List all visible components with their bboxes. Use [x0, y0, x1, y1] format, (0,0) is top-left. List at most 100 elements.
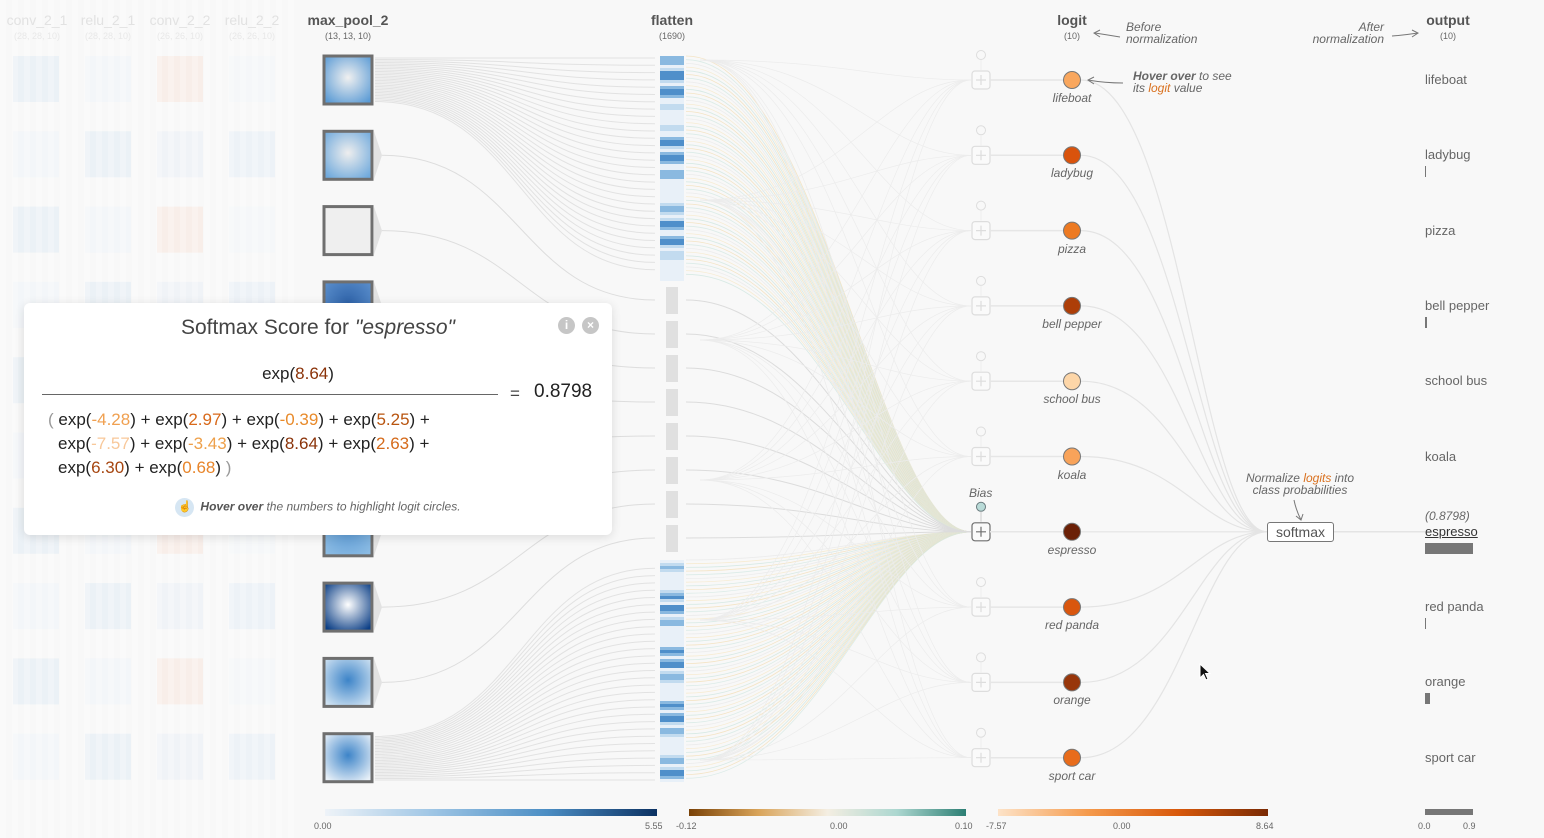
flatten-top-strip[interactable] [660, 56, 684, 281]
faded-feature-map[interactable] [13, 131, 59, 178]
faded-feature-map[interactable] [229, 56, 275, 102]
flatten-collapsed-block[interactable] [666, 355, 678, 382]
logit-value-hover[interactable]: 8.64 [284, 434, 318, 453]
mouse-cursor-icon [1199, 663, 1212, 681]
layer-header-relu-2-2[interactable]: relu_2_2 (26, 26, 10) [225, 12, 280, 41]
max-pool-feature-map[interactable] [322, 205, 374, 257]
faded-feature-map[interactable] [13, 206, 59, 253]
output-label[interactable]: ladybug [1425, 147, 1471, 163]
faded-feature-map[interactable] [157, 131, 203, 178]
output-label[interactable]: school bus [1425, 373, 1488, 389]
logit-value-hover[interactable]: 5.25 [376, 410, 410, 429]
logit-value-hover[interactable]: -0.39 [279, 410, 319, 429]
logit-circle-lifeboat[interactable] [1063, 71, 1081, 89]
legend-logit-max: 8.64 [1256, 821, 1274, 831]
flatten-collapsed-block[interactable] [666, 457, 678, 484]
layer-header-relu-2-1[interactable]: relu_2_1 (28, 28, 10) [81, 12, 136, 41]
bias-node[interactable] [976, 351, 986, 362]
info-icon[interactable]: i [558, 317, 575, 334]
logit-circle-orange[interactable] [1063, 673, 1081, 692]
flatten-collapsed-block[interactable] [666, 389, 678, 416]
output-label[interactable]: red panda [1425, 599, 1484, 615]
output-label[interactable]: bell pepper [1425, 297, 1490, 313]
faded-feature-map[interactable] [13, 56, 59, 102]
bias-node[interactable] [976, 426, 986, 437]
logit-circle-school-bus[interactable] [1063, 372, 1081, 391]
flatten-collapsed-block[interactable] [666, 423, 678, 450]
logit-circle-pizza[interactable] [1063, 221, 1081, 240]
faded-feature-map[interactable] [85, 658, 131, 705]
layer-header-conv-2-1[interactable]: conv_2_1 (28, 28, 10) [7, 12, 68, 41]
flatten-collapsed-block[interactable] [666, 525, 678, 552]
logit-circle-red-panda[interactable] [1063, 598, 1081, 617]
bias-node[interactable] [976, 727, 986, 738]
logit-circle-bell-pepper[interactable] [1063, 296, 1081, 315]
max-pool-feature-map[interactable] [322, 129, 374, 181]
logit-circle-sport-car[interactable] [1063, 748, 1081, 767]
layer-header-conv-2-2[interactable]: conv_2_2 (26, 26, 10) [150, 12, 211, 41]
exp-term: exp(-4.28) [58, 410, 136, 429]
flatten-bottom-strip[interactable] [660, 560, 684, 782]
output-label[interactable]: koala [1425, 448, 1457, 464]
max-pool-feature-map[interactable] [322, 581, 374, 633]
output-label[interactable]: sport car [1425, 749, 1476, 765]
logit-value-hover[interactable]: 2.97 [188, 410, 222, 429]
bias-node[interactable] [976, 501, 986, 512]
max-pool-feature-map[interactable] [322, 656, 374, 708]
faded-feature-map[interactable] [157, 56, 203, 102]
flatten-collapsed-block[interactable] [666, 321, 678, 348]
logit-value-hover[interactable]: -7.57 [91, 434, 130, 453]
faded-feature-map[interactable] [157, 658, 203, 705]
faded-feature-map[interactable] [13, 658, 59, 705]
numerator-value[interactable]: 8.64 [295, 364, 329, 383]
faded-feature-map[interactable] [157, 733, 203, 780]
flatten-collapsed-block[interactable] [666, 491, 678, 518]
legend-weights-mid: 0.00 [830, 821, 848, 831]
logit-value-hover[interactable]: 0.68 [182, 458, 216, 477]
faded-feature-map[interactable] [85, 583, 131, 630]
faded-feature-map[interactable] [85, 131, 131, 178]
bias-node[interactable] [976, 200, 986, 211]
annotation-after-normalization: After normalization [1312, 20, 1384, 46]
fraction-line [42, 394, 498, 395]
faded-feature-map[interactable] [229, 733, 275, 780]
softmax-node[interactable]: softmax [1267, 522, 1334, 542]
annotation-before-normalization: Before normalization [1126, 20, 1198, 46]
flatten-collapsed-block[interactable] [666, 287, 678, 314]
faded-feature-map[interactable] [85, 206, 131, 253]
faded-feature-map[interactable] [229, 206, 275, 253]
faded-feature-map[interactable] [229, 658, 275, 705]
output-label[interactable]: orange [1425, 674, 1466, 690]
layer-header-max-pool-2[interactable]: max_pool_2 (13, 13, 10) [308, 12, 389, 41]
layer-header-logit[interactable]: logit (10) [1057, 12, 1087, 41]
bias-node[interactable] [976, 652, 986, 663]
bias-node[interactable] [976, 50, 986, 60]
faded-feature-map[interactable] [13, 733, 59, 780]
logit-value-hover[interactable]: 6.30 [91, 458, 125, 477]
layer-header-output[interactable]: output (10) [1426, 12, 1470, 41]
output-label[interactable]: pizza [1425, 222, 1456, 238]
bias-node[interactable] [976, 275, 986, 286]
max-pool-feature-map[interactable] [322, 54, 374, 106]
faded-feature-map[interactable] [157, 206, 203, 253]
close-icon[interactable]: × [582, 317, 599, 334]
logit-circle-koala[interactable] [1063, 447, 1081, 466]
faded-feature-map[interactable] [229, 131, 275, 178]
logit-value-hover[interactable]: -3.43 [187, 434, 227, 453]
output-label[interactable]: lifeboat [1425, 72, 1467, 87]
bias-node[interactable] [976, 577, 986, 588]
logit-circle-espresso[interactable] [1063, 522, 1081, 541]
logit-value-hover[interactable]: 2.63 [376, 434, 410, 453]
faded-feature-map[interactable] [85, 733, 131, 780]
faded-feature-map[interactable] [229, 583, 275, 630]
faded-feature-map[interactable] [85, 56, 131, 102]
faded-feature-map[interactable] [13, 583, 59, 630]
faded-feature-map[interactable] [157, 583, 203, 630]
max-pool-feature-map[interactable] [322, 732, 374, 784]
output-label[interactable]: espresso [1425, 523, 1478, 539]
logit-value-hover[interactable]: -4.28 [91, 410, 131, 429]
logit-circle-ladybug[interactable] [1063, 146, 1081, 165]
hint-bold: Hover over [200, 499, 264, 514]
layer-header-flatten[interactable]: flatten (1690) [651, 12, 693, 41]
bias-node[interactable] [976, 125, 986, 136]
